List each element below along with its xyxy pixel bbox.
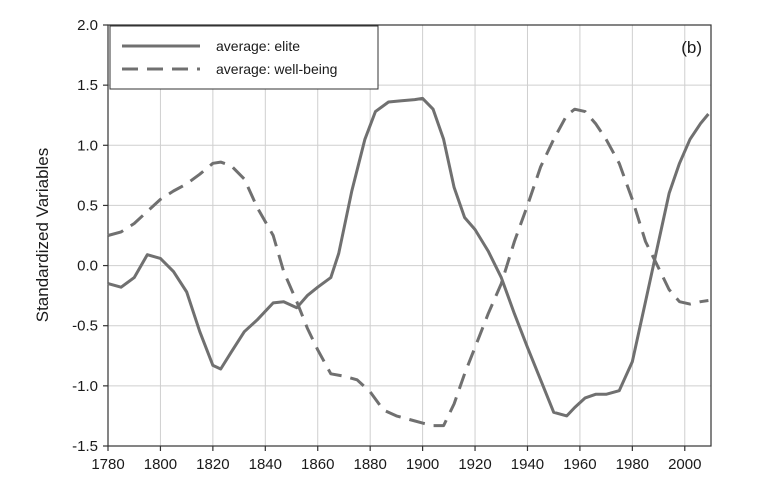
y-tick-label: -1.0: [72, 378, 98, 395]
series-line-well-being: [107, 107, 709, 428]
y-axis-title: Standardized Variables: [33, 148, 52, 323]
x-tick-label: 1920: [458, 456, 491, 473]
y-tick-label: 2.0: [77, 17, 98, 34]
x-tick-label: 1880: [353, 456, 386, 473]
x-tick-label: 1840: [249, 456, 282, 473]
series-line-elite: [107, 96, 710, 418]
axis-ticks: 1780 1800 1820 1840 1860 1880 1900 1920 1940 1960…: [72, 17, 701, 473]
y-tick-label: 1.5: [77, 77, 98, 94]
legend-box: [109, 25, 379, 90]
legend-label-elite: average: elite: [216, 38, 300, 54]
y-tick-label: 0.5: [77, 197, 98, 214]
x-tick-label: 1980: [616, 456, 649, 473]
x-tick-label: 1820: [196, 456, 229, 473]
panel-label: (b): [681, 38, 702, 57]
legend-label-well-being: average: well-being: [216, 61, 337, 77]
x-tick-label: 2000: [668, 456, 701, 473]
y-tick-label: 0.0: [77, 258, 98, 275]
y-tick-label: -1.5: [72, 438, 98, 455]
y-tick-label: -0.5: [72, 318, 98, 335]
x-tick-label: 1860: [301, 456, 334, 473]
x-tick-label: 1900: [406, 456, 439, 473]
series-lines: [107, 96, 710, 428]
x-tick-label: 1940: [511, 456, 544, 473]
legend: average: elite average: well-being: [109, 25, 379, 90]
x-tick-label: 1960: [563, 456, 596, 473]
x-tick-label: 1780: [91, 456, 124, 473]
x-tick-label: 1800: [144, 456, 177, 473]
y-tick-label: 1.0: [77, 137, 98, 154]
